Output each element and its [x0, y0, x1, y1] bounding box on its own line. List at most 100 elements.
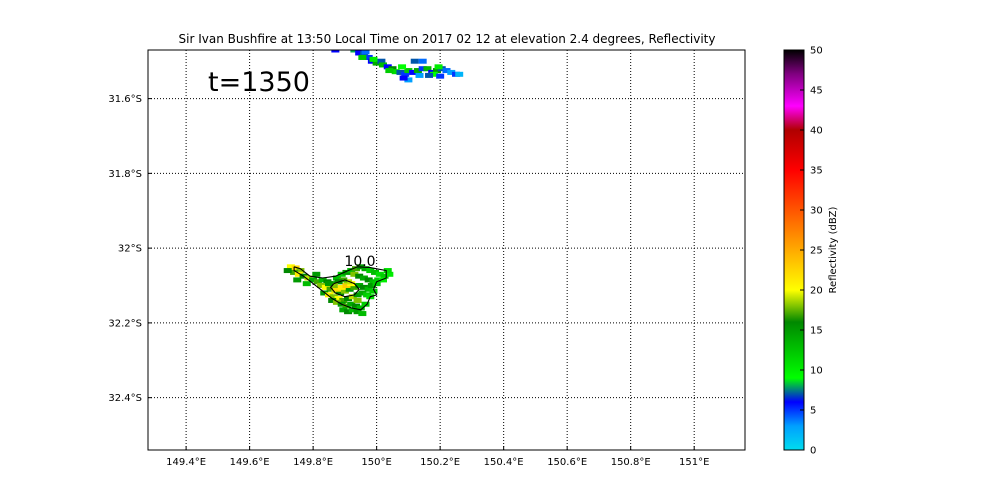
fire-plume-cell: [332, 299, 341, 305]
fire-plume-cell: [385, 271, 394, 277]
north-echo-cell: [432, 68, 441, 74]
x-tick-label: 150.6°E: [547, 457, 587, 468]
north-echo-cell: [399, 75, 408, 81]
fire-plume-cell: [348, 307, 357, 313]
fire-plume-cell: [356, 305, 365, 311]
fire-plume-cell: [339, 297, 348, 303]
fire-plume-cell: [355, 273, 364, 279]
contour-10: [293, 266, 387, 311]
plot-frame: [147, 49, 746, 451]
fire-plume-cell: [294, 271, 303, 277]
x-tick-label: 149.8°E: [293, 457, 333, 468]
fire-plume-cell: [313, 279, 322, 285]
colorbar-ticks: 0 5 10 15 20 25 30 35 40 45 50: [800, 46, 823, 457]
grid-lines: [148, 50, 745, 450]
fire-plume-cell: [339, 307, 348, 313]
fire-plume-cell: [304, 275, 313, 281]
fire-plume-cell: [364, 277, 373, 283]
north-echo-cell: [355, 50, 364, 56]
fire-plume-cell: [337, 284, 346, 290]
north-echo-cell: [377, 58, 386, 64]
colorbar-tick-label: 45: [810, 86, 823, 97]
fire-plume-cell: [317, 283, 326, 289]
north-echo-cell: [413, 68, 422, 74]
fire-plume-cell: [337, 271, 346, 277]
chart-title: Sir Ivan Bushfire at 13:50 Local Time on…: [179, 32, 716, 46]
fire-plume-cell: [371, 269, 380, 275]
fire-plume-cell: [318, 277, 327, 283]
fire-plume-cell: [286, 264, 295, 270]
colorbar-tick-label: 50: [810, 46, 823, 57]
colorbar-tick-label: 5: [810, 406, 816, 417]
x-tick-label: 150.2°E: [420, 457, 460, 468]
fire-plume-cell: [329, 294, 338, 300]
fire-plume-cell: [296, 268, 305, 274]
north-echo-cell: [404, 77, 413, 83]
y-tick-label: 32.4°S: [108, 393, 142, 404]
north-echo-cell: [350, 50, 359, 53]
fire-plume-cell: [332, 275, 341, 281]
fire-plume-cell: [353, 292, 362, 298]
colorbar-tick-label: 35: [810, 166, 823, 177]
fire-plume-cell: [302, 281, 311, 287]
north-echo-cell: [404, 68, 413, 74]
colorbar-label: Reflectivity (dBZ): [828, 206, 839, 293]
fire-plume-cell: [351, 303, 360, 309]
fire-plume-cell: [344, 279, 353, 285]
plot-area: [148, 50, 745, 450]
fire-plume-cell: [367, 283, 376, 289]
north-echo-cell: [398, 64, 407, 70]
north-echo-cell: [425, 72, 434, 78]
fire-plume-cell: [383, 268, 392, 274]
fire-plume-cell: [359, 275, 368, 281]
y-tick-label: 32°S: [118, 244, 142, 255]
fire-plume-cell: [372, 281, 381, 287]
fire-plume-cell: [345, 286, 354, 292]
north-echo-cell: [423, 66, 432, 72]
fire-plume-cell: [366, 268, 375, 274]
fire-plume-cell: [290, 269, 299, 275]
north-echo-cell: [369, 56, 378, 62]
north-echo-cell: [447, 69, 456, 75]
contour-15: [329, 279, 360, 298]
contour-label: 10.0: [344, 254, 375, 270]
time-annotation: t=1350: [208, 67, 310, 98]
fire-plume-cell: [355, 283, 364, 289]
y-axis-ticks: 31.6°S 31.8°S 32°S 32.2°S 32.4°S: [108, 94, 152, 404]
fire-plume-cell: [283, 268, 292, 274]
fire-plume-cell: [342, 269, 351, 275]
fire-plume-cell: [353, 297, 362, 303]
north-echo-cell: [434, 64, 443, 70]
fire-plume-cell: [334, 296, 343, 302]
fire-plume-cell: [358, 311, 367, 317]
fire-plume-cell: [347, 268, 356, 274]
colorbar-tick-label: 25: [810, 246, 823, 257]
fire-plume-cell: [350, 271, 359, 277]
fire-plume-cell: [378, 277, 387, 283]
x-tick-label: 149.4°E: [166, 457, 206, 468]
fire-plume-cell: [312, 271, 321, 277]
north-echo-cell: [331, 50, 340, 53]
x-tick-label: 150.8°E: [611, 457, 651, 468]
north-echo-cell: [364, 54, 373, 60]
north-echo-cell: [383, 64, 392, 70]
y-tick-label: 31.6°S: [108, 94, 142, 105]
fire-plume-cell: [361, 266, 370, 272]
fire-plume-cell: [321, 284, 330, 290]
fire-plume-cell: [340, 288, 349, 294]
x-tick-label: 149.6°E: [230, 457, 270, 468]
x-axis-ticks: 149.4°E 149.6°E 149.8°E 150°E 150.2°E 150.4°E…: [166, 446, 709, 468]
fire-plume-cell: [325, 292, 334, 298]
fire-plume-cell: [293, 277, 302, 283]
fire-plume-cell: [369, 288, 378, 294]
north-echo-cell: [455, 71, 464, 77]
colorbar-tick-label: 20: [810, 286, 823, 297]
fire-plume-cell: [344, 296, 353, 302]
fire-plume-cell: [342, 283, 351, 289]
north-echo-cell: [358, 54, 367, 60]
north-echo-cell: [415, 72, 424, 78]
north-echo-cell: [429, 71, 438, 77]
fire-plume-cell: [375, 271, 384, 277]
